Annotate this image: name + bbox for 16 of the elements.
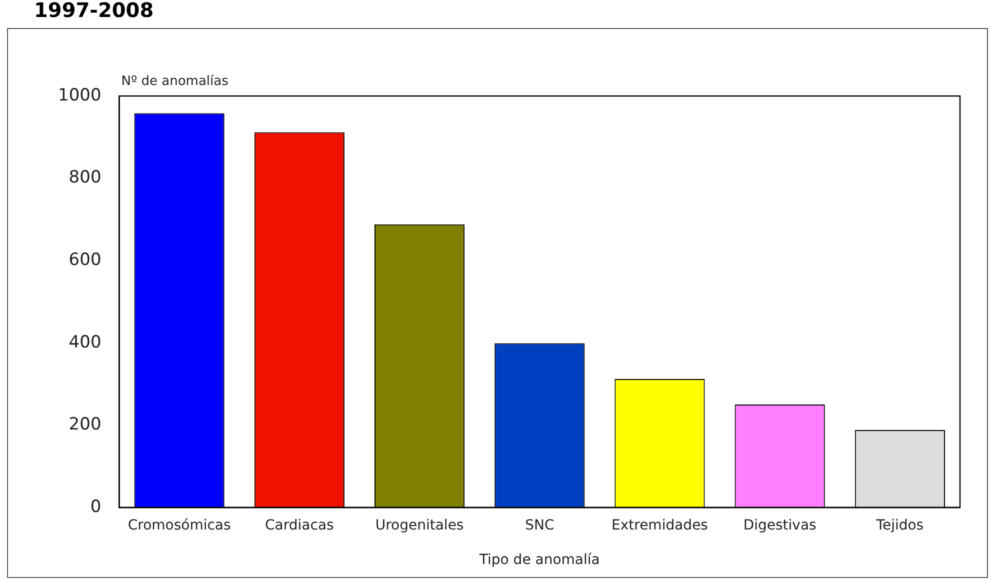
chart-title: 1997-2008 xyxy=(34,0,154,22)
x-tick-label: Cromosómicas xyxy=(128,517,231,534)
x-tick-label: SNC xyxy=(525,517,554,534)
y-tick-label: 800 xyxy=(68,168,102,188)
y-tick-label: 0 xyxy=(90,496,102,517)
y-tick-label: 1000 xyxy=(58,85,102,106)
x-axis-title: Tipo de anomalía xyxy=(478,552,600,568)
y-axis-title: Nº de anomalías xyxy=(121,74,229,89)
y-tick-label: 400 xyxy=(68,332,102,352)
x-tick-label: Cardiacas xyxy=(265,517,334,534)
x-tick-label: Digestivas xyxy=(743,517,816,534)
x-tick-label: Urogenitales xyxy=(375,517,464,534)
x-tick-label: Tejidos xyxy=(875,517,924,534)
y-tick-label: 200 xyxy=(68,414,102,435)
x-tick-label: Extremidades xyxy=(612,517,708,534)
y-tick-label: 600 xyxy=(68,250,102,270)
